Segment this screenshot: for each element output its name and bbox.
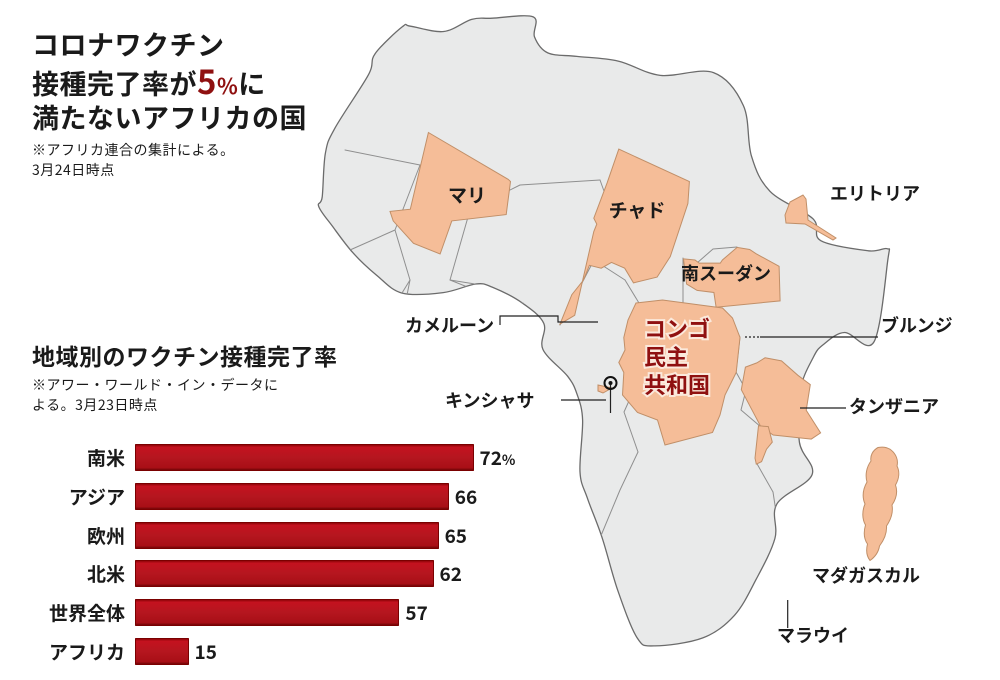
svg-text:南スーダン: 南スーダン: [681, 260, 771, 286]
svg-text:マリ: マリ: [448, 181, 486, 208]
svg-text:マラウイ: マラウイ: [777, 622, 849, 648]
svg-text:カメルーン: カメルーン: [405, 312, 494, 338]
svg-text:キンシャサ: キンシャサ: [445, 387, 534, 413]
svg-text:ブルンジ: ブルンジ: [881, 312, 953, 338]
svg-text:チャド: チャド: [609, 196, 666, 223]
svg-text:マダガスカル: マダガスカル: [812, 562, 920, 588]
svg-text:タンザニア: タンザニア: [849, 393, 939, 419]
svg-text:エリトリア: エリトリア: [830, 180, 920, 206]
svg-text:共和国: 共和国: [644, 368, 710, 400]
